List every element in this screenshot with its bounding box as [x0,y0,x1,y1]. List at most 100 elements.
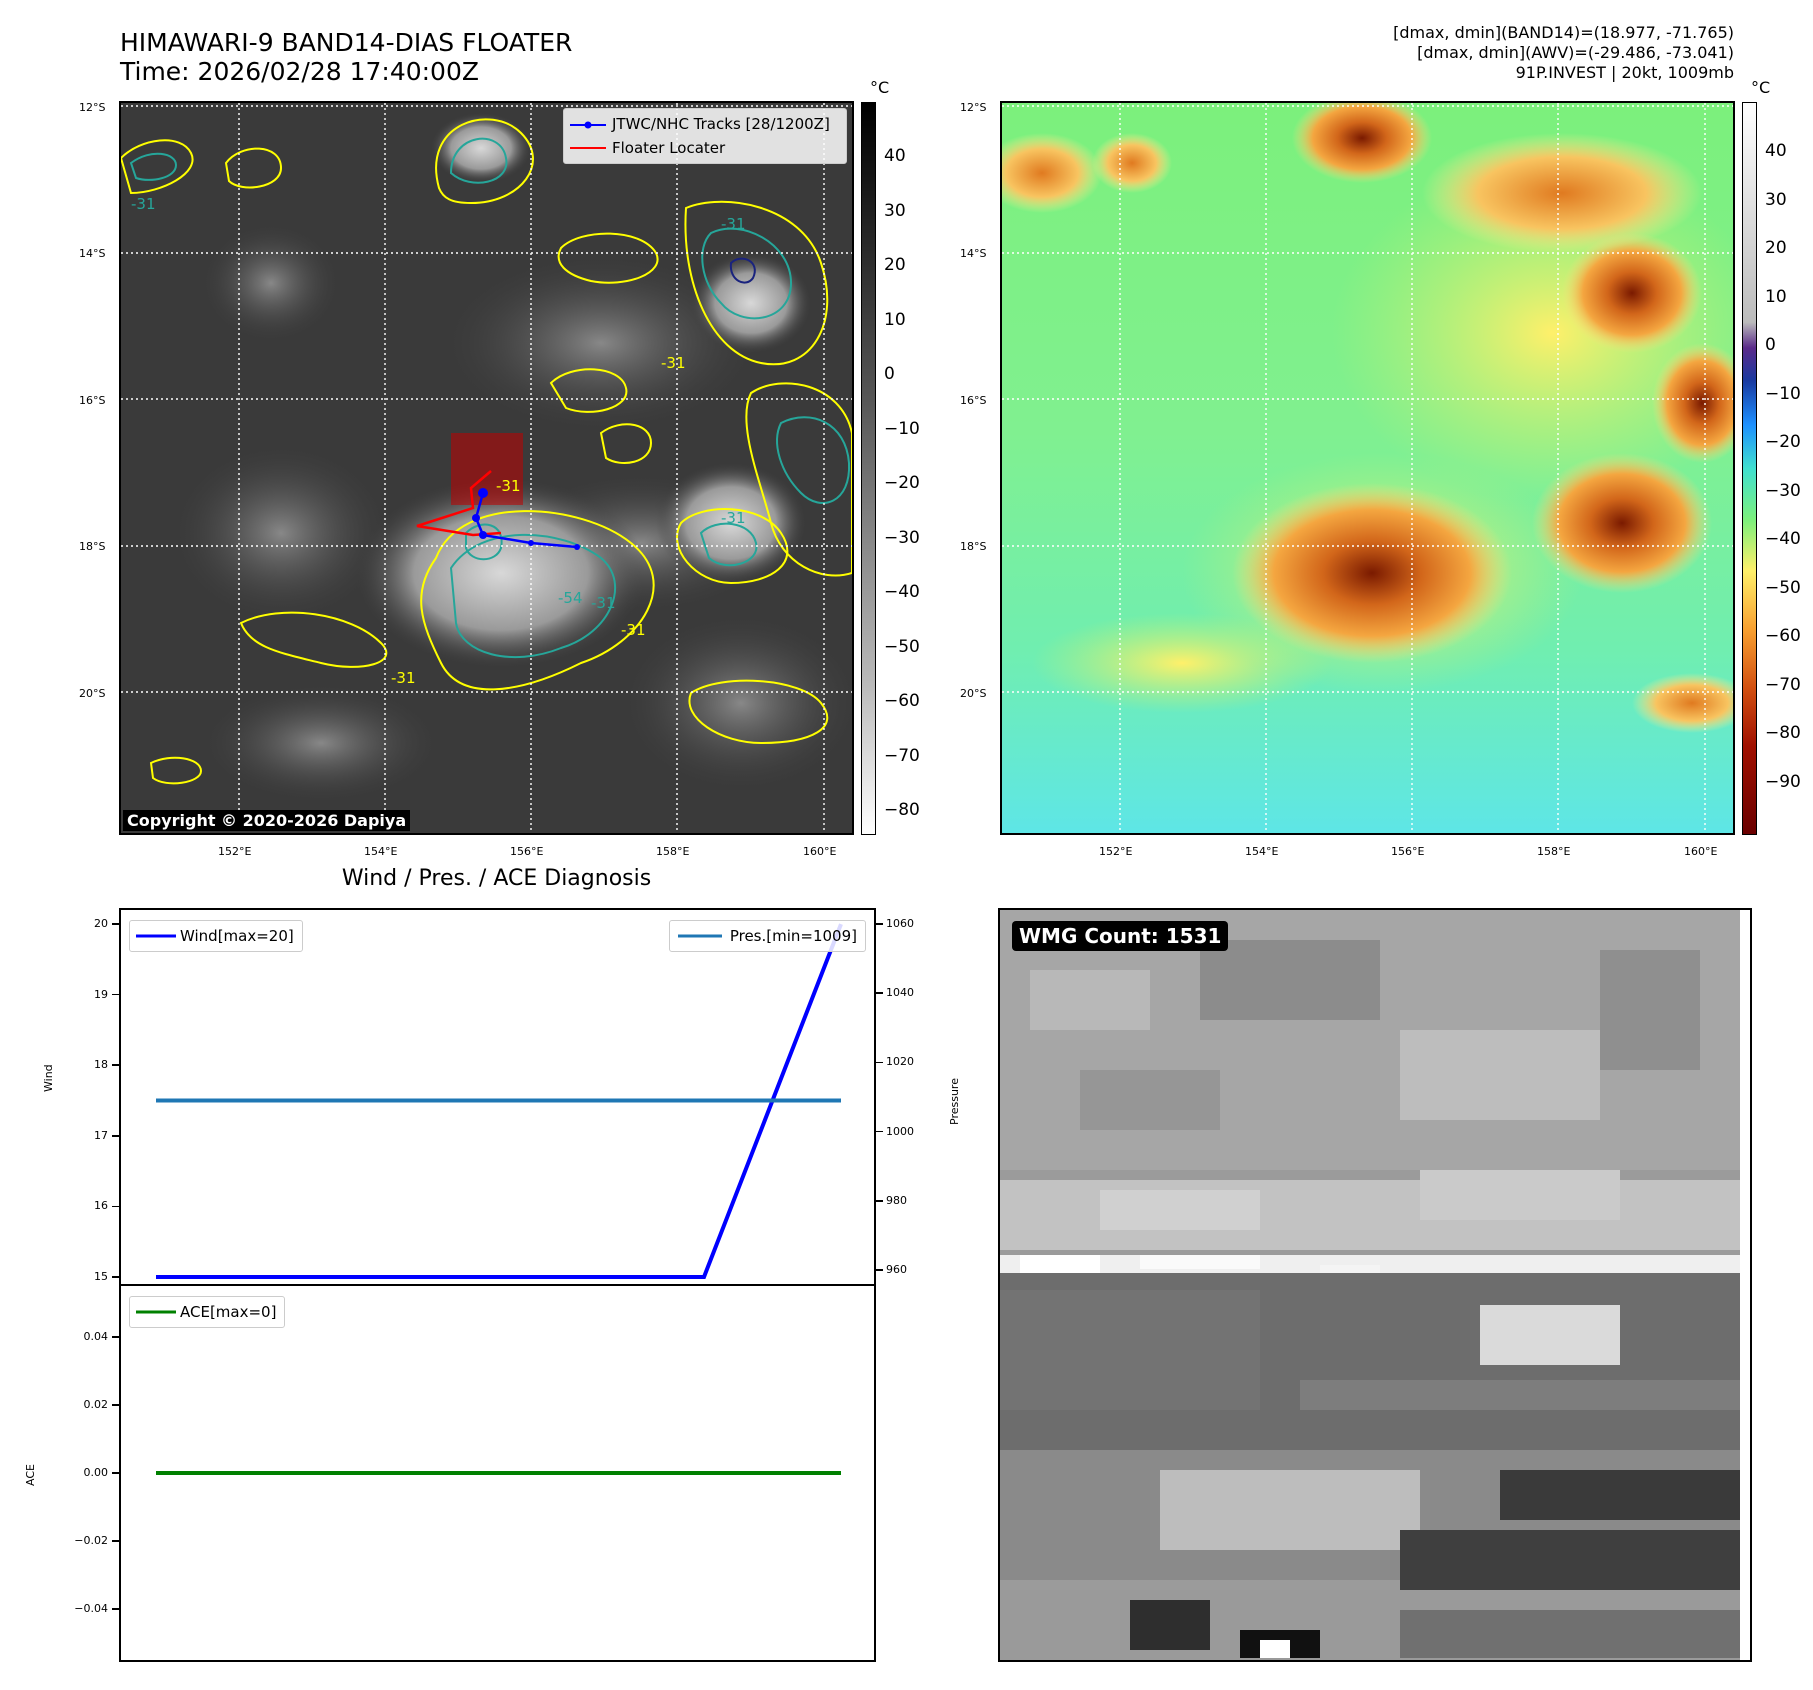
jtwc-track [472,488,580,550]
wind-legend: Wind[max=20] [129,920,303,952]
axis-tick-mark [112,1276,119,1278]
axis-tick-label: 0.04 [83,1330,109,1343]
axis-tick-label: 1020 [886,1055,914,1069]
contour-label: -31 [721,509,746,527]
contour-label: -31 [496,477,521,495]
colorbar-tick-label: 10 [884,309,906,330]
wind-pressure-plot: Wind[max=20] Pres.[min=1009] [119,908,876,1286]
ace-chart [156,1471,841,1475]
wind-axis-label: Wind [42,1064,55,1092]
lon-label: 152°E [1099,845,1133,858]
diagnosis-title: Wind / Pres. / ACE Diagnosis [341,866,652,891]
colorbar-tick-label: −40 [884,582,920,602]
colorbar-tick-label: −60 [1765,626,1801,646]
colorbar-tick-label: −30 [884,527,920,548]
axis-tick-label: 1060 [886,916,914,930]
colorbar-tick-label: −40 [1765,529,1801,549]
axis-tick-label: −0.04 [74,1602,108,1615]
axis-tick-mark [876,1200,883,1202]
legend-floater-label: Floater Locater [612,139,726,157]
axis-tick-label: −0.02 [74,1534,108,1547]
colorbar-tick-label: 20 [884,255,906,275]
figure-title-line1: HIMAWARI-9 BAND14-DIAS FLOATER [120,28,573,57]
figure-title-line2: Time: 2026/02/28 17:40:00Z [120,57,479,86]
axis-tick-mark [112,1472,119,1474]
lat-label: 12°S [79,101,106,114]
legend-pressure-label: Pres.[min=1009] [729,927,857,945]
legend-wind-label: Wind[max=20] [180,927,294,945]
axis-tick-label: 16 [94,1199,108,1213]
wmg-panel: WMG Count: 1531 [998,908,1752,1662]
legend-tracks-label: JTWC/NHC Tracks [28/1200Z] [612,115,830,133]
ace-axis-label: ACE [24,1464,37,1486]
axis-tick-label: 19 [94,987,108,1001]
axis-tick-mark [876,923,883,925]
colorbar-tick-label: −10 [884,418,920,439]
lat-label: 18°S [960,540,987,553]
colorbar-tick-label: −90 [1765,771,1801,792]
pressure-axis-label: Pressure [948,1078,961,1125]
colorbar-tick-label: −50 [1765,577,1801,598]
axis-tick-mark [112,1608,119,1610]
pressure-legend: Pres.[min=1009] [668,920,866,952]
ace-legend: ACE[max=0] [129,1296,286,1328]
legend-ace-label: ACE[max=0] [180,1303,277,1321]
contour-label: -54 [558,589,583,607]
lat-label: 16°S [79,394,106,407]
awv-map-imagery [1002,103,1733,833]
lon-label: 160°E [803,845,837,858]
axis-tick-mark [112,1135,119,1137]
ace-plot: ACE[max=0] [119,1284,876,1662]
colorbar-tick-label: 40 [1765,141,1787,161]
axis-tick-mark [112,1205,119,1208]
colorbar-tick-label: −70 [884,745,920,766]
axis-tick-label: 0.00 [83,1466,109,1479]
axis-tick-label: 17 [94,1128,108,1142]
lon-label: 154°E [1245,845,1279,858]
colorbar-tick-label: 40 [884,146,906,166]
axis-tick-label: 18 [94,1058,108,1072]
axis-tick-label: 0.02 [83,1398,109,1411]
lon-label: 158°E [656,845,690,858]
axis-tick-label: 20 [94,917,108,931]
lat-label: 18°S [79,540,106,553]
contour-label: -31 [621,621,646,639]
axis-tick-label: 960 [886,1263,907,1277]
wmg-count-badge: WMG Count: 1531 [1012,921,1229,951]
awv-map [1000,101,1735,835]
colorbar-right [1742,102,1757,835]
axis-tick-mark [112,923,119,925]
colorbar-tick-label: −70 [1765,674,1801,695]
wind-line [156,923,843,1279]
lon-label: 160°E [1684,845,1718,858]
colorbar-tick-label: −60 [884,691,920,711]
axis-tick-mark [112,993,119,996]
colorbar-unit: °C [870,78,890,97]
lat-label: 12°S [960,101,987,114]
lon-label: 154°E [364,845,398,858]
wind-pressure-chart [156,923,843,1279]
colorbar-tick-label: −20 [1765,432,1801,452]
colorbar-tick-label: 0 [884,364,895,384]
lat-label: 16°S [960,394,987,407]
axis-tick-mark [112,1540,119,1542]
lon-label: 156°E [510,845,544,858]
axis-tick-mark [876,992,883,994]
colorbar-tick-label: 10 [1765,286,1787,307]
colorbar-tick-label: −20 [884,473,920,493]
lat-label: 14°S [79,247,106,260]
lon-label: 158°E [1537,845,1571,858]
colorbar-tick-label: 0 [1765,335,1776,355]
copyright-label: Copyright © 2020-2026 Dapiya [123,810,411,831]
contour-label: -31 [391,669,416,687]
contour-label: -31 [131,195,156,213]
axis-tick-mark [112,1404,119,1406]
colorbar-tick-label: −80 [1765,723,1801,743]
axis-tick-label: 980 [886,1193,907,1207]
colorbar-tick-label: −10 [1765,383,1801,404]
lon-label: 156°E [1391,845,1425,858]
contour-label: -31 [661,354,686,372]
colorbar-unit: °C [1751,78,1771,97]
wmg-imagery [1000,910,1750,1660]
colorbar-tick-label: 30 [884,200,906,221]
